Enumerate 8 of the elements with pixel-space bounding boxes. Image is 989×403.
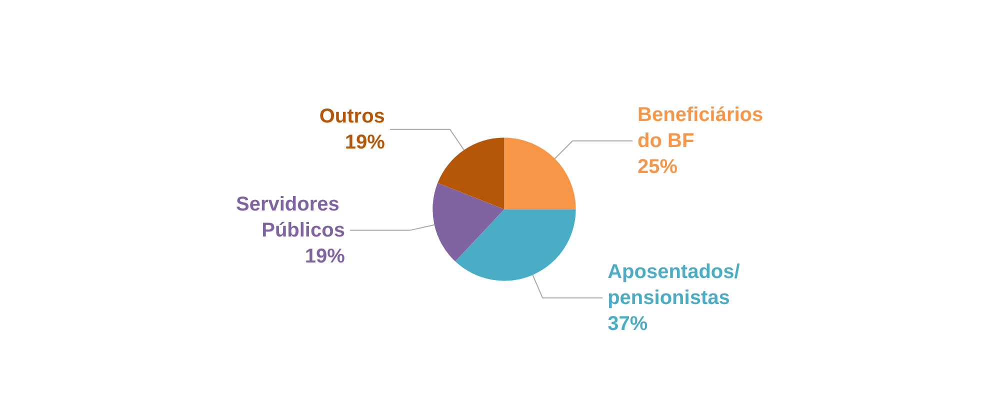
slice-label: Beneficiários do BF bbox=[638, 104, 769, 152]
slice-label: Outros bbox=[319, 105, 385, 128]
data-label: 25% bbox=[638, 156, 678, 178]
slice-label: Servidores Públicos bbox=[236, 193, 345, 242]
data-label: 19% bbox=[344, 131, 386, 154]
slice-label: Aposentados/pensionistas bbox=[608, 260, 740, 309]
data-label: 37% bbox=[608, 312, 648, 335]
data-label: 19% bbox=[304, 245, 346, 268]
